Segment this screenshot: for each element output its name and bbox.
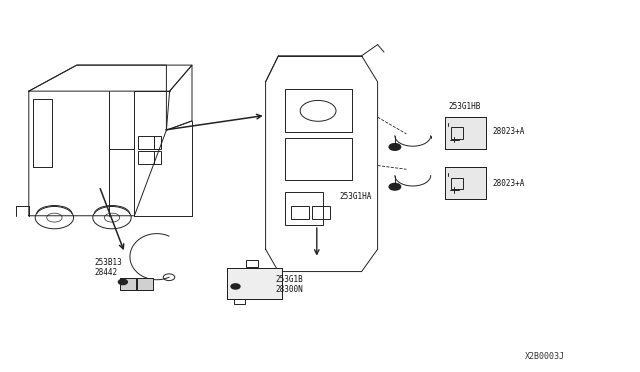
Bar — [138, 151, 154, 164]
Text: 28023+A: 28023+A — [493, 127, 525, 136]
Bar — [246, 260, 258, 267]
Bar — [138, 136, 154, 149]
Bar — [285, 89, 352, 132]
Bar — [451, 128, 463, 139]
Text: 253G1HA: 253G1HA — [339, 192, 372, 201]
Bar — [120, 278, 136, 290]
Bar — [312, 206, 330, 219]
Bar — [445, 167, 486, 199]
Text: 28300N: 28300N — [275, 285, 303, 294]
Bar — [120, 278, 136, 290]
Circle shape — [118, 279, 127, 285]
Bar — [227, 268, 282, 299]
Bar — [445, 117, 486, 149]
Text: X2B0003J: X2B0003J — [525, 352, 564, 361]
Bar — [154, 136, 161, 149]
Bar — [285, 192, 323, 225]
Bar — [137, 278, 153, 290]
Text: 253G1HB: 253G1HB — [448, 102, 481, 110]
Bar — [291, 206, 309, 219]
Bar — [154, 151, 161, 164]
Text: 28442: 28442 — [95, 268, 118, 277]
Bar — [285, 138, 352, 180]
Bar — [227, 268, 282, 299]
Bar — [445, 167, 486, 199]
Circle shape — [231, 284, 240, 289]
Circle shape — [389, 144, 401, 150]
Bar — [445, 117, 486, 149]
Circle shape — [389, 183, 401, 190]
Text: 28023+A: 28023+A — [493, 179, 525, 188]
Bar — [234, 299, 245, 304]
Bar — [451, 178, 463, 189]
Text: 253B13: 253B13 — [95, 258, 122, 267]
Bar — [137, 278, 153, 290]
Text: 253G1B: 253G1B — [275, 275, 303, 284]
